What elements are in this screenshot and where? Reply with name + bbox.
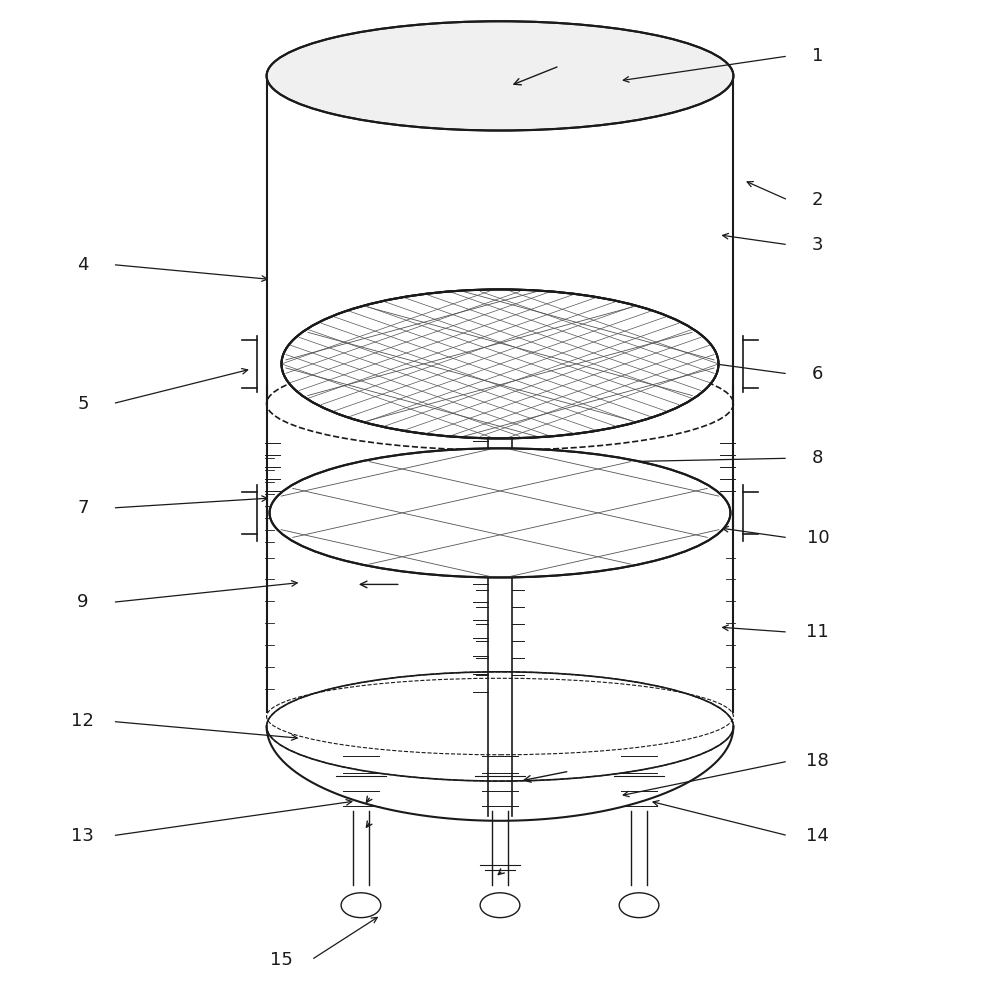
Text: 13: 13 [71,827,94,845]
Text: 1: 1 [812,47,824,65]
Text: 18: 18 [806,752,829,770]
Text: 7: 7 [77,499,89,517]
Text: 11: 11 [806,623,829,641]
Text: 6: 6 [812,365,824,382]
Text: 4: 4 [77,256,89,274]
Ellipse shape [267,21,733,130]
Text: 3: 3 [812,236,824,254]
Text: 10: 10 [807,529,829,547]
Text: 2: 2 [812,191,824,209]
Text: 12: 12 [71,712,94,730]
Text: 5: 5 [77,394,89,412]
Text: 9: 9 [77,594,89,612]
Text: 8: 8 [812,449,824,467]
Text: 15: 15 [270,951,293,969]
Text: 14: 14 [806,827,829,845]
Ellipse shape [270,448,730,578]
Ellipse shape [281,290,719,438]
